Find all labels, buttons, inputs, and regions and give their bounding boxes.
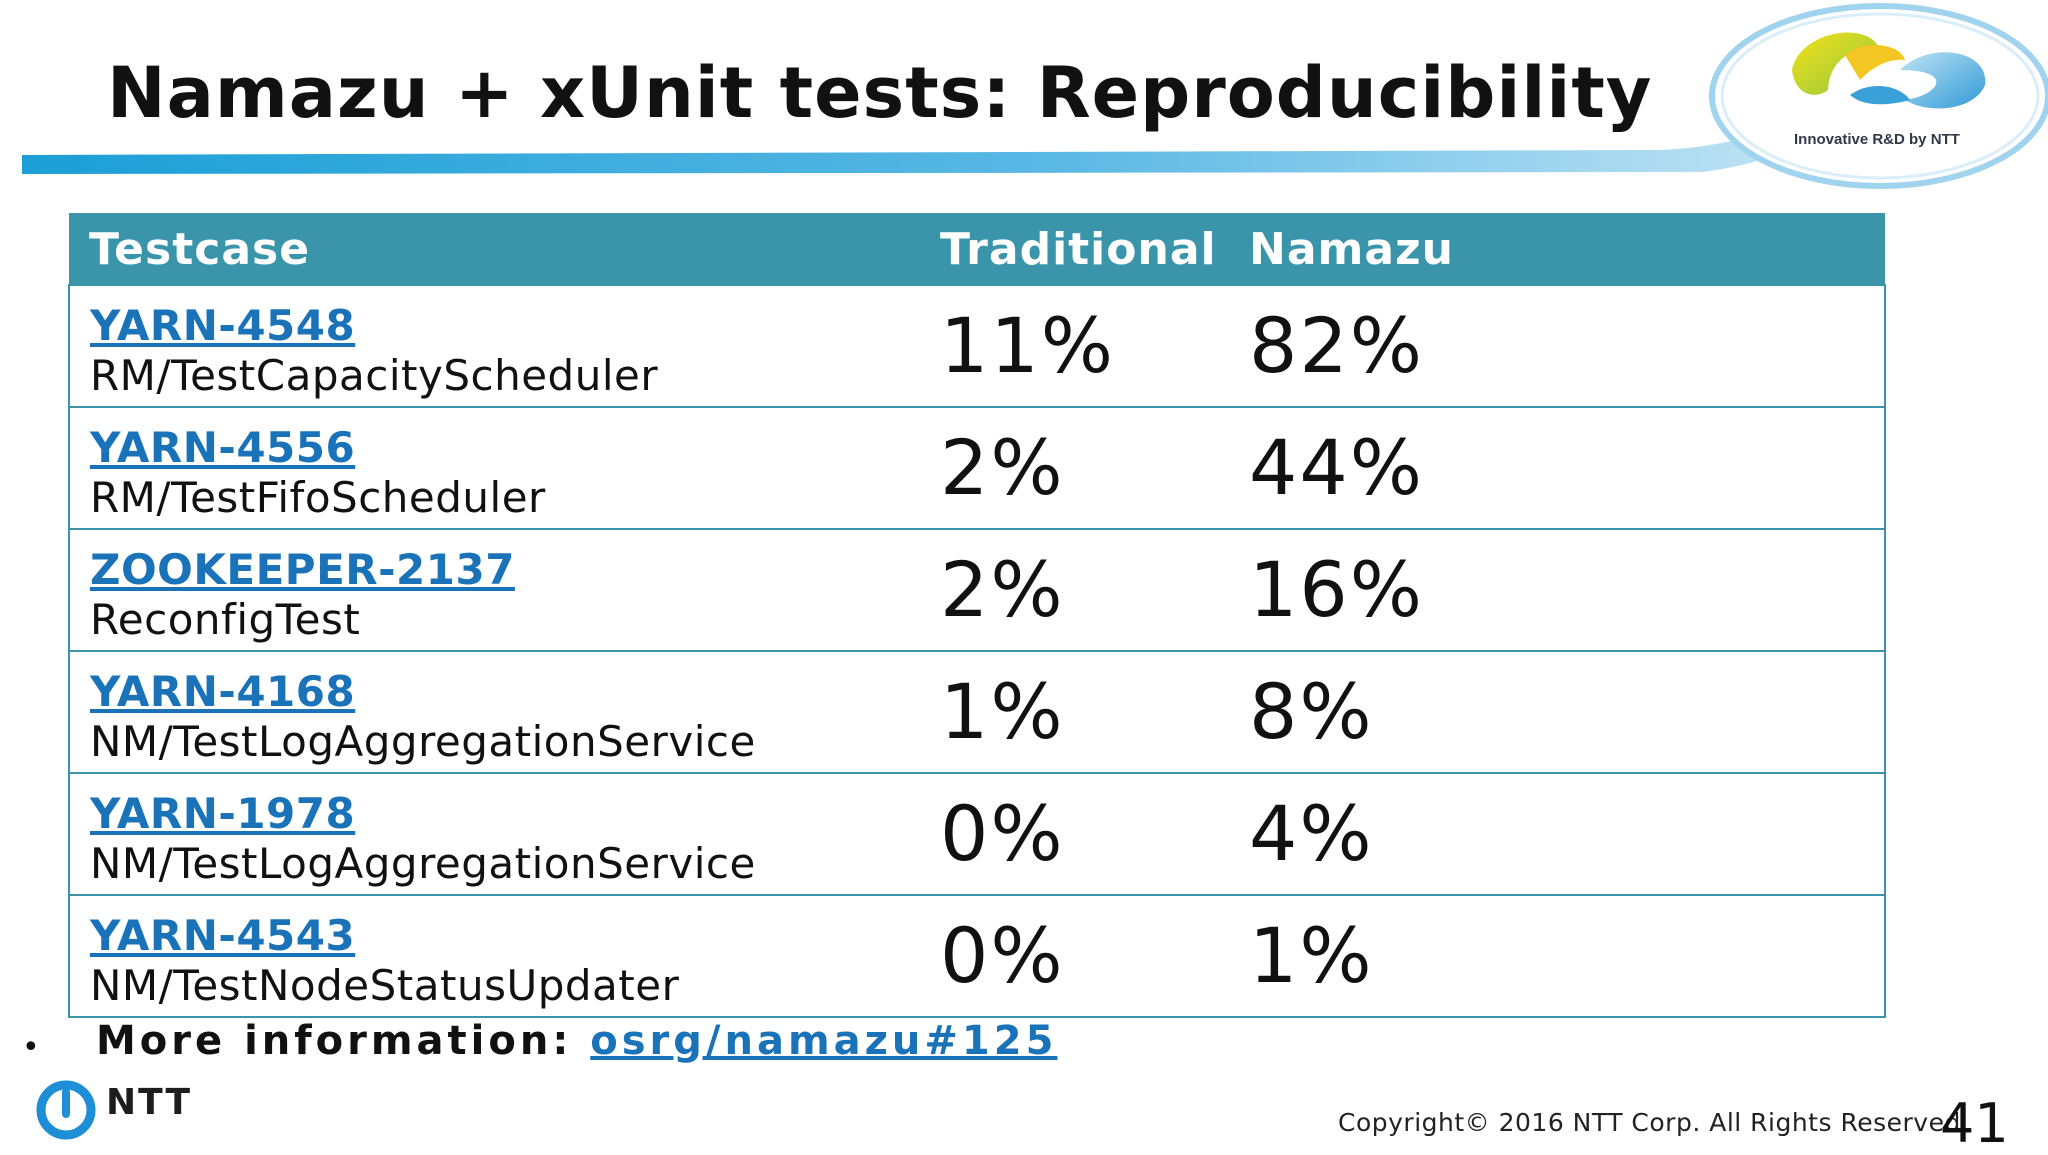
reproducibility-table: Testcase Traditional Namazu YARN-4548 RM…: [68, 213, 1886, 1018]
table-row: YARN-4556 RM/TestFifoScheduler 2% 44%: [68, 406, 1886, 530]
test-name: RM/TestCapacityScheduler: [90, 351, 659, 400]
table-row: YARN-4548 RM/TestCapacityScheduler 11% 8…: [68, 284, 1886, 408]
namazu-cell: 4%: [1229, 772, 1886, 896]
testcase-cell: YARN-4556 RM/TestFifoScheduler: [68, 406, 920, 530]
namazu-rate: 16%: [1249, 545, 1424, 634]
traditional-cell: 0%: [920, 772, 1229, 896]
column-header-testcase: Testcase: [69, 213, 920, 285]
namazu-cell: 1%: [1229, 894, 1886, 1018]
traditional-rate: 11%: [940, 301, 1115, 390]
slide-title: Namazu + xUnit tests: Reproducibility: [107, 52, 1653, 134]
namazu-rate: 8%: [1249, 667, 1374, 756]
traditional-rate: 1%: [940, 667, 1065, 756]
table-row: ZOOKEEPER-2137 ReconfigTest 2% 16%: [68, 528, 1886, 652]
issue-link[interactable]: ZOOKEEPER-2137: [90, 545, 515, 594]
issue-link[interactable]: YARN-4556: [90, 423, 356, 472]
traditional-cell: 2%: [920, 528, 1229, 652]
traditional-cell: 11%: [920, 284, 1229, 408]
namazu-cell: 82%: [1229, 284, 1886, 408]
traditional-rate: 0%: [940, 789, 1065, 878]
copyright-notice: Copyright© 2016 NTT Corp. All Rights Res…: [1338, 1108, 1970, 1137]
test-name: NM/TestLogAggregationService: [90, 839, 756, 888]
bullet-point: •: [22, 1030, 40, 1065]
issue-link[interactable]: YARN-4548: [90, 301, 356, 350]
traditional-rate: 2%: [940, 423, 1065, 512]
traditional-cell: 2%: [920, 406, 1229, 530]
test-name: NM/TestNodeStatusUpdater: [90, 961, 680, 1010]
column-header-namazu: Namazu: [1229, 213, 1885, 285]
test-name: NM/TestLogAggregationService: [90, 717, 756, 766]
namazu-cell: 44%: [1229, 406, 1886, 530]
table-header-row: Testcase Traditional Namazu: [69, 213, 1885, 285]
more-information-note: More information: osrg/namazu#125: [96, 1018, 1057, 1064]
testcase-cell: ZOOKEEPER-2137 ReconfigTest: [68, 528, 920, 652]
page-number: 41: [1940, 1092, 2009, 1155]
namazu-cell: 8%: [1229, 650, 1886, 774]
table-row: YARN-4168 NM/TestLogAggregationService 1…: [68, 650, 1886, 774]
namazu-rate: 44%: [1249, 423, 1424, 512]
logo-tagline: Innovative R&D by NTT: [1794, 131, 1960, 148]
traditional-rate: 0%: [940, 911, 1065, 1000]
column-header-traditional: Traditional: [920, 213, 1229, 285]
testcase-cell: YARN-4168 NM/TestLogAggregationService: [68, 650, 920, 774]
namazu-rate: 82%: [1249, 301, 1424, 390]
test-name: RM/TestFifoScheduler: [90, 473, 546, 522]
issue-link[interactable]: YARN-4168: [90, 667, 356, 716]
testcase-cell: YARN-1978 NM/TestLogAggregationService: [68, 772, 920, 896]
more-information-label: More information:: [96, 1018, 591, 1064]
traditional-cell: 0%: [920, 894, 1229, 1018]
issue-link[interactable]: YARN-1978: [90, 789, 356, 838]
traditional-rate: 2%: [940, 545, 1065, 634]
testcase-cell: YARN-4548 RM/TestCapacityScheduler: [68, 284, 920, 408]
header-swoosh: [22, 3, 2048, 189]
ntt-logo-icon: [36, 1080, 96, 1140]
table-row: YARN-4543 NM/TestNodeStatusUpdater 0% 1%: [68, 894, 1886, 1018]
namazu-rate: 4%: [1249, 789, 1374, 878]
traditional-cell: 1%: [920, 650, 1229, 774]
namazu-issue-link[interactable]: osrg/namazu#125: [590, 1018, 1058, 1064]
namazu-rate: 1%: [1249, 911, 1374, 1000]
table-row: YARN-1978 NM/TestLogAggregationService 0…: [68, 772, 1886, 896]
ntt-wordmark: NTT: [106, 1082, 193, 1123]
namazu-cell: 16%: [1229, 528, 1886, 652]
test-name: ReconfigTest: [90, 595, 361, 644]
issue-link[interactable]: YARN-4543: [90, 911, 356, 960]
testcase-cell: YARN-4543 NM/TestNodeStatusUpdater: [68, 894, 920, 1018]
